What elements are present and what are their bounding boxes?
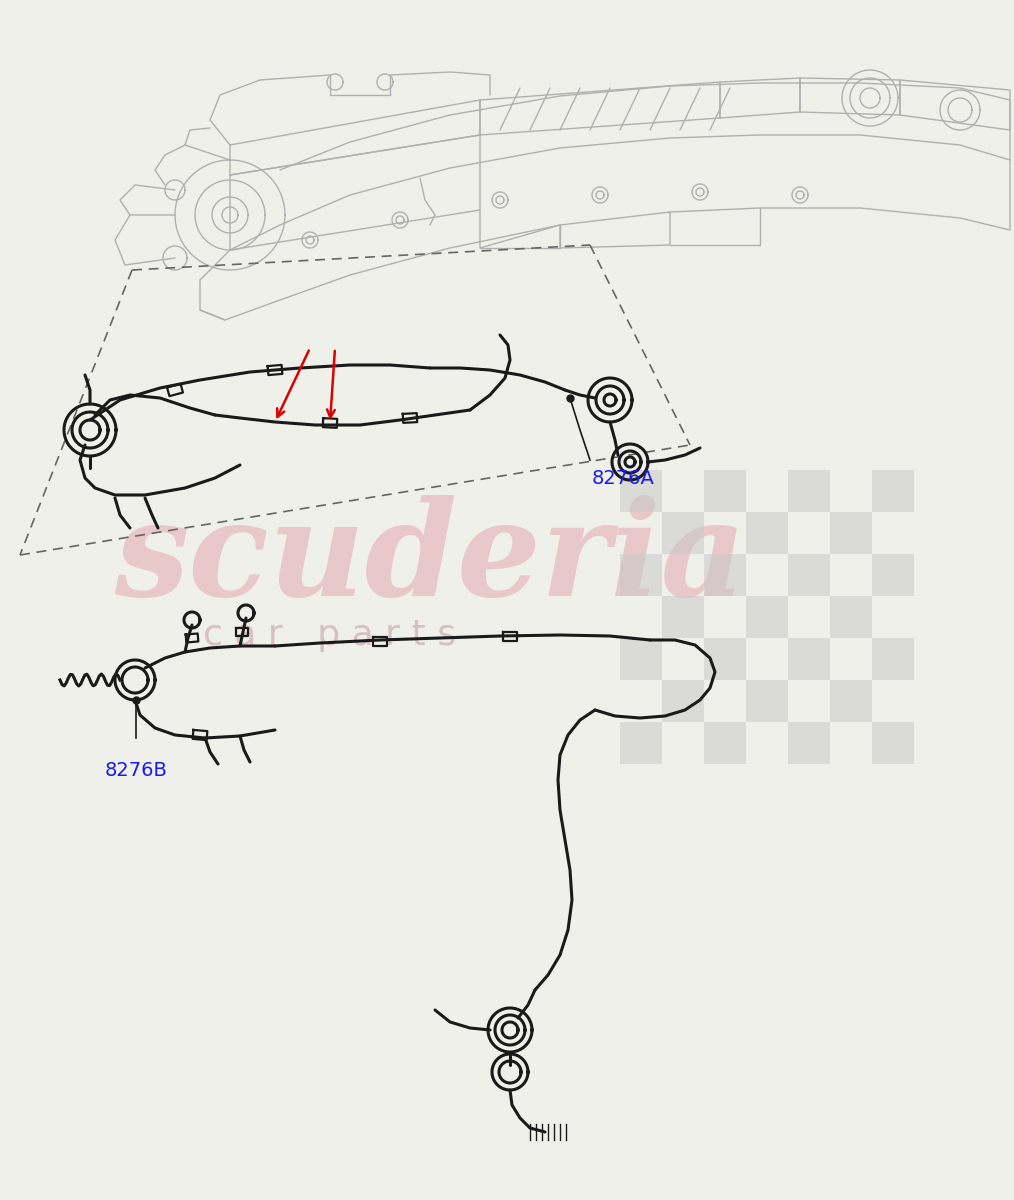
- Bar: [788, 722, 830, 764]
- Bar: [620, 638, 662, 680]
- Text: 8276B: 8276B: [105, 761, 168, 780]
- Bar: [830, 680, 872, 722]
- Bar: [872, 722, 914, 764]
- Bar: [704, 722, 746, 764]
- Bar: [872, 554, 914, 596]
- Bar: [704, 638, 746, 680]
- Text: scuderia: scuderia: [114, 496, 746, 624]
- Bar: [830, 596, 872, 638]
- Bar: [830, 512, 872, 554]
- Bar: [788, 638, 830, 680]
- Bar: [620, 470, 662, 512]
- Bar: [872, 638, 914, 680]
- Bar: [872, 470, 914, 512]
- Bar: [620, 722, 662, 764]
- Bar: [788, 554, 830, 596]
- Bar: [620, 554, 662, 596]
- Bar: [704, 554, 746, 596]
- Bar: [788, 470, 830, 512]
- Text: c a r   p a r t s: c a r p a r t s: [204, 618, 456, 652]
- Bar: [746, 680, 788, 722]
- Text: 8276A: 8276A: [592, 468, 655, 487]
- Bar: [704, 470, 746, 512]
- Bar: [662, 680, 704, 722]
- Bar: [746, 512, 788, 554]
- Bar: [662, 512, 704, 554]
- Bar: [662, 596, 704, 638]
- Bar: [746, 596, 788, 638]
